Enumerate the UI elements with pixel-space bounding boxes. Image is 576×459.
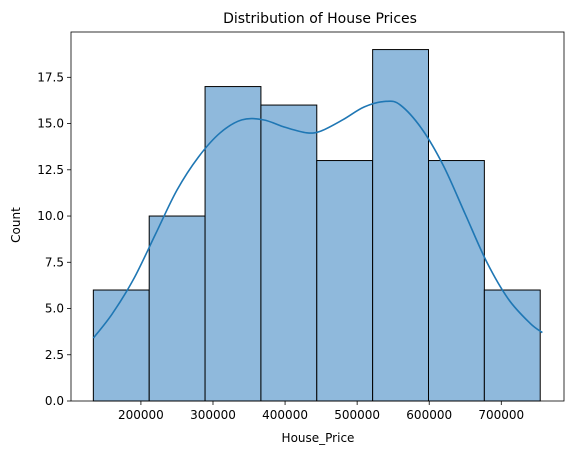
histogram-bar-3 [205,87,261,401]
x-tick-label: 700000 [478,408,524,422]
x-tick-label: 600000 [406,408,452,422]
y-tick-label: 12.5 [37,163,64,177]
x-tick-label: 400000 [262,408,308,422]
histogram-bar-8 [484,290,540,401]
histogram-bar-4 [261,105,317,401]
y-tick-label: 10.0 [37,209,64,223]
y-tick-label: 0.0 [45,394,64,408]
histogram-bar-7 [428,161,484,401]
x-tick-label: 300000 [190,408,236,422]
y-tick-label: 7.5 [45,255,64,269]
chart-title: Distribution of House Prices [223,11,417,27]
y-axis-label: Count [9,207,23,243]
y-tick-label: 2.5 [45,348,64,362]
x-tick-label: 500000 [334,408,380,422]
histogram-bar-2 [149,216,205,401]
y-tick-label: 17.5 [37,70,64,84]
x-axis-label: House_Price [282,431,355,445]
histogram-bar-5 [317,161,373,401]
y-tick-label: 15.0 [37,117,64,131]
y-tick-label: 5.0 [45,302,64,316]
x-tick-label: 200000 [118,408,164,422]
histogram-bar-1 [93,290,149,401]
